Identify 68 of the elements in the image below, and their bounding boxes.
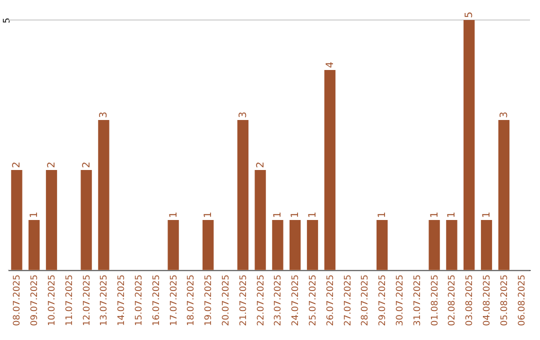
- x-tick-label: 03.08.2025: [465, 274, 476, 326]
- data-label: 3: [498, 112, 510, 118]
- x-tick-label: 28.07.2025: [360, 274, 371, 326]
- x-tick-label: 30.07.2025: [396, 274, 406, 326]
- data-label: 1: [29, 212, 40, 218]
- x-tick-label: 04.08.2025: [482, 274, 492, 326]
- x-tick-label: 31.07.2025: [412, 274, 423, 326]
- bar: [80, 170, 92, 270]
- bar: [498, 120, 510, 270]
- bar: [202, 220, 214, 270]
- bar: [324, 70, 336, 270]
- data-label: 3: [238, 112, 249, 118]
- bar: [46, 170, 58, 270]
- bar: [480, 220, 492, 270]
- data-label: 1: [290, 212, 302, 218]
- bar: [272, 220, 284, 270]
- x-tick-label: 09.07.2025: [30, 274, 40, 326]
- data-label: 1: [168, 212, 180, 218]
- bar: [254, 170, 266, 270]
- data-label: 5: [464, 12, 476, 18]
- data-label: 1: [482, 212, 492, 218]
- x-tick-label: 15.07.2025: [134, 274, 144, 326]
- data-label: 1: [446, 212, 458, 218]
- bar: [290, 220, 301, 270]
- data-label: 1: [203, 212, 214, 218]
- x-tick-label: 01.08.2025: [430, 274, 440, 326]
- data-label: 4: [324, 62, 336, 68]
- x-tick-label: 20.07.2025: [222, 274, 232, 326]
- x-tick-label: 24.07.2025: [291, 274, 302, 326]
- x-tick-label: 18.07.2025: [186, 274, 197, 326]
- x-tick-label: 19.07.2025: [204, 274, 214, 326]
- x-tick-label: 29.07.2025: [378, 274, 388, 326]
- bar: [11, 170, 22, 270]
- bar: [98, 120, 110, 270]
- bar: [428, 220, 440, 270]
- data-label: 1: [308, 212, 318, 218]
- x-tick-label: 27.07.2025: [343, 274, 354, 326]
- bar: [464, 20, 475, 270]
- bar: [446, 220, 458, 270]
- data-label: 2: [255, 162, 266, 168]
- x-tick-label: 12.07.2025: [82, 274, 92, 326]
- x-tick-label: 22.07.2025: [256, 274, 266, 326]
- bar: [376, 220, 388, 270]
- x-tick-label: 11.07.2025: [64, 274, 75, 326]
- data-label: 1: [429, 212, 440, 218]
- x-tick-label: 21.07.2025: [238, 274, 249, 326]
- x-tick-label: 16.07.2025: [152, 274, 162, 326]
- bar: [28, 220, 40, 270]
- x-tick-label: 13.07.2025: [100, 274, 110, 326]
- data-label: 1: [377, 212, 388, 218]
- data-label: 2: [12, 162, 23, 168]
- x-tick-label: 05.08.2025: [500, 274, 510, 326]
- bar: [237, 120, 248, 270]
- x-tick-label: 14.07.2025: [117, 274, 128, 326]
- data-label: 2: [81, 162, 92, 168]
- data-label: 1: [272, 212, 284, 218]
- x-tick-label: 23.07.2025: [274, 274, 284, 326]
- x-tick-label: 17.07.2025: [169, 274, 180, 326]
- x-tick-label: 08.07.2025: [12, 274, 23, 326]
- bar: [168, 220, 179, 270]
- bar: [306, 220, 318, 270]
- x-tick-label: 10.07.2025: [48, 274, 58, 326]
- data-label: 3: [98, 112, 110, 118]
- data-label: 2: [46, 162, 58, 168]
- x-tick-label: 06.08.2025: [517, 274, 528, 326]
- x-tick-label: 02.08.2025: [448, 274, 458, 326]
- x-tick-label: 25.07.2025: [308, 274, 318, 326]
- x-tick-label: 26.07.2025: [326, 274, 336, 326]
